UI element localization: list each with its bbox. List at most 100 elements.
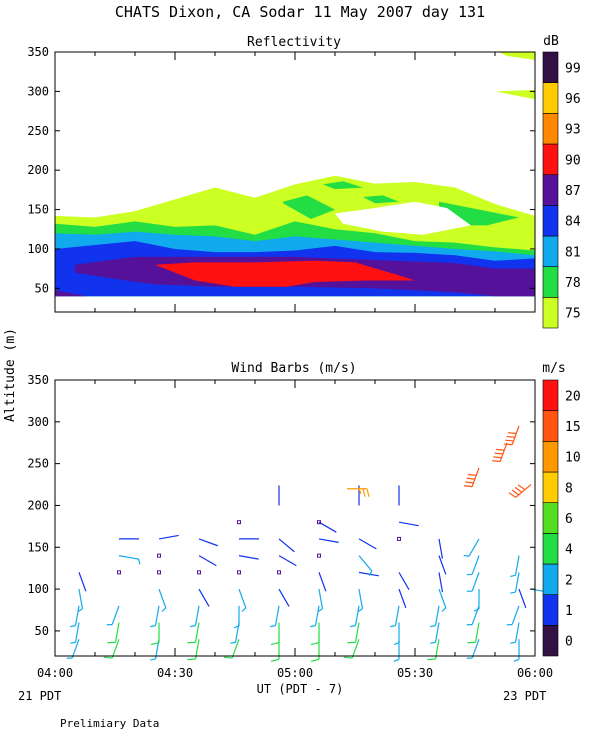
wind-barb-flag	[467, 642, 475, 643]
colorbar-swatch	[543, 411, 558, 442]
wind-barb-flag	[465, 482, 473, 483]
y-tick-label: 350	[27, 45, 49, 59]
wind-barb-shaft	[472, 606, 479, 625]
colorbar-label: 93	[565, 123, 581, 138]
x-tick-label: 05:00	[277, 666, 313, 680]
wind-barb	[439, 589, 446, 611]
calm-marker	[278, 571, 281, 574]
wind-barb	[319, 522, 336, 532]
wind-barb	[279, 556, 296, 566]
colorbar-swatch	[543, 441, 558, 472]
wind-barb	[467, 606, 479, 625]
wind-barb	[359, 539, 376, 549]
wind-barb	[510, 556, 519, 577]
y-tick-label: 50	[35, 281, 49, 295]
wind-barb-flag	[270, 626, 275, 627]
wind-barb-flag	[107, 642, 115, 643]
calm-marker	[158, 571, 161, 574]
wind-barb-flag	[504, 444, 512, 445]
wind-barb	[319, 572, 326, 591]
colorbar-label: 99	[565, 61, 581, 76]
wind-barb-shaft	[472, 572, 479, 591]
wind-barb	[199, 589, 209, 606]
y-tick-label: 150	[27, 540, 49, 554]
wind-barb-flag	[509, 493, 516, 498]
wind-barb-shaft	[359, 539, 376, 549]
wind-barb-shaft	[512, 426, 519, 445]
wind-barb-flag	[310, 626, 315, 627]
wind-barbs-panel: Wind Barbs (m/s) m/s 5010015020025030035…	[27, 361, 580, 680]
wind-barb-flag	[493, 457, 501, 458]
colorbar-label: 87	[565, 184, 581, 199]
colorbar-label: 75	[565, 307, 581, 322]
wind-barb-flag	[510, 575, 515, 576]
wind-barb	[67, 639, 79, 658]
colorbar-label: 15	[565, 420, 581, 435]
colorbar-label: 2	[565, 573, 573, 588]
wind-barb-shaft	[359, 589, 362, 609]
wind-barb-flag	[427, 659, 435, 660]
wind-barb-flag	[242, 608, 246, 612]
wind-barb-flag	[350, 626, 355, 627]
figure-title: CHATS Dixon, CA Sodar 11 May 2007 day 13…	[115, 3, 485, 21]
wind-barb-flag	[505, 440, 513, 441]
wind-barb-flag	[139, 559, 140, 564]
wind-barb-shaft	[519, 589, 526, 608]
wind-barb-shaft	[199, 589, 209, 606]
wind-barb-shaft	[279, 589, 289, 606]
wind-barb	[519, 589, 526, 608]
right-date-label: 23 PDT	[503, 689, 546, 703]
wind-barb-shaft	[319, 589, 322, 609]
reflectivity-band-75	[499, 52, 535, 60]
wind-barb-flag	[390, 626, 395, 627]
calm-marker	[158, 554, 161, 557]
wind-barb-flag	[187, 642, 195, 643]
wind-barb	[279, 539, 294, 552]
wind-barb-flag	[430, 642, 435, 643]
wind-barb-flag	[224, 657, 232, 658]
wind-barb-flag	[468, 474, 476, 475]
wind-barb-shaft	[512, 606, 519, 625]
wind-barb-flag	[311, 659, 319, 661]
wind-barbs-title: Wind Barbs (m/s)	[231, 361, 356, 376]
wind-barb-shaft	[112, 606, 119, 625]
wind-barb-shaft	[472, 556, 479, 575]
wind-barbs-plot-area	[67, 426, 552, 661]
wind-barb-flag	[495, 453, 503, 454]
x-tick-label: 04:30	[157, 666, 193, 680]
wind-barb	[399, 589, 406, 608]
colorbar-swatch	[543, 564, 558, 595]
wind-barb	[79, 572, 86, 591]
wind-barb-flag	[508, 433, 516, 434]
y-tick-label: 250	[27, 124, 49, 138]
wind-barb-flag	[496, 449, 504, 450]
colorbar-label: 20	[565, 389, 581, 404]
wind-barb-flag	[271, 659, 279, 661]
wind-barb	[239, 556, 259, 559]
calm-marker	[198, 571, 201, 574]
colorbar-label: 1	[565, 604, 573, 619]
colorbar-swatch	[543, 503, 558, 534]
y-tick-label: 200	[27, 498, 49, 512]
wind-units-label: m/s	[542, 361, 565, 376]
y-tick-label: 300	[27, 84, 49, 98]
wind-barb	[310, 606, 319, 627]
colorbar-label: 81	[565, 245, 581, 260]
colorbar-swatch	[543, 297, 558, 328]
wind-barb-shaft	[239, 556, 259, 559]
wind-barb-shaft	[399, 522, 419, 525]
colorbar-swatch	[543, 52, 558, 83]
reflectivity-title: Reflectivity	[247, 35, 341, 50]
y-tick-label: 50	[35, 624, 49, 638]
wind-barb-shaft	[399, 589, 406, 608]
colorbar-swatch	[543, 533, 558, 564]
wind-barb-shaft	[319, 539, 339, 542]
wind-barb-flag	[104, 657, 112, 658]
wind-barb	[107, 623, 119, 643]
colorbar-label: 10	[565, 451, 581, 466]
colorbar-label: 90	[565, 153, 581, 168]
wind-barb	[430, 606, 439, 627]
x-tick-label: 06:00	[517, 666, 553, 680]
